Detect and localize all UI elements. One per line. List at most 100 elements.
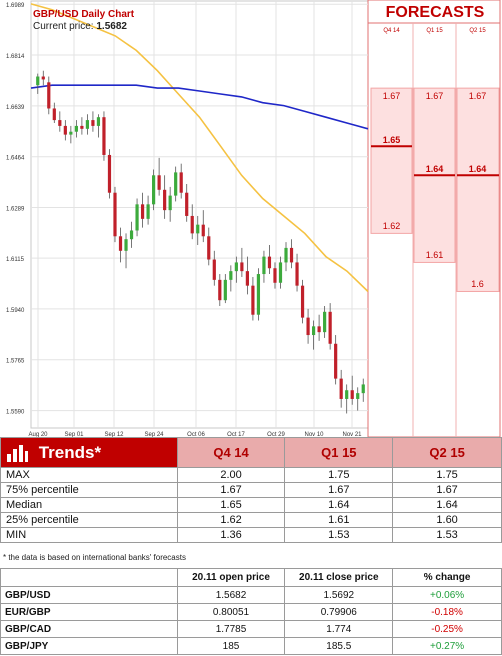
candle-body [80,125,84,129]
x-tick-label: Nov 10 [304,432,324,438]
forecasts-title: FORECASTS [385,4,485,21]
trends-title: Trends* [38,442,102,462]
x-tick-label: Sep 12 [104,432,124,438]
trends-row-min: MIN 1.36 1.53 1.53 [0,527,502,543]
candle-body [273,268,277,283]
trends-cell: 1.67 [284,482,394,498]
trends-cell: 1.61 [284,512,394,528]
candle-body [107,154,112,193]
quote-pair: GBP/JPY [0,637,178,655]
trends-cell: 1.36 [176,527,286,543]
candle-body [102,117,106,155]
quotes-table: 20.11 open price 20.11 close price % cha… [0,568,502,655]
trends-col-q4: Q4 14 [176,437,286,468]
candle-body [163,189,167,211]
candle-body [311,326,316,336]
forecast-p75-label: 1.67 [468,91,487,102]
candle-body [251,285,255,315]
forecast-header-q2: Q2 15 [469,28,486,34]
trends-row-p75: 75% percentile 1.67 1.67 1.67 [0,482,502,498]
candle-body [74,125,78,132]
quotes-col-change: % change [392,568,502,587]
candle-body [91,120,95,126]
trends-cell: 2.00 [176,467,286,483]
candle-body [240,262,244,272]
candle-body [168,195,172,211]
forecast-median-label: 1.65 [382,135,401,146]
forecast-p25-label: 1.6 [471,279,484,290]
candle-body [196,224,200,234]
candle-body [334,343,338,379]
candle-body [350,390,354,399]
quote-row-gbpusd: GBP/USD 1.5682 1.5692 +0.06% [0,586,502,604]
trends-row-label: 75% percentile [0,482,178,498]
candle-body [284,247,288,263]
forecast-p75-label: 1.67 [425,91,444,102]
quote-change: -0.18% [392,603,502,621]
trends-header-row: Trends* Q4 14 Q1 15 Q2 15 [0,437,502,468]
candle-body [157,175,161,190]
y-tick-label: 1.6289 [6,207,25,213]
candle-body [300,285,305,318]
x-tick-label: Oct 29 [267,432,285,438]
candle-body [140,204,145,219]
quotes-col-blank [0,568,178,587]
quote-change: +0.27% [392,637,502,655]
quote-change: +0.06% [392,586,502,604]
candle-body [63,125,67,135]
candle-body [190,215,194,234]
trends-cell: 1.64 [392,497,502,513]
candle-body [185,192,189,216]
trends-row-label: MIN [0,527,178,543]
quote-open: 1.7785 [176,620,286,638]
candle-body [223,279,227,301]
candle-body [47,82,51,109]
forecast-p25-label: 1.61 [425,250,444,261]
candle-body [201,224,205,237]
forecast-median-label: 1.64 [425,164,444,175]
forecast-header-q1: Q1 15 [426,28,443,34]
quote-row-gbpcad: GBP/CAD 1.7785 1.774 -0.25% [0,620,502,638]
quote-open: 0.80051 [176,603,286,621]
trends-cell: 1.53 [284,527,394,543]
candle-body [207,236,211,260]
candle-body [289,247,294,263]
candle-body [267,256,272,269]
quotes-col-open: 20.11 open price [176,568,286,587]
x-tick-label: Aug 20 [28,432,48,438]
candle-body [218,279,222,301]
current-price-line: Current price: 1.5682 [33,21,127,32]
x-tick-label: Sep 01 [64,432,84,438]
current-price-value: 1.5682 [96,21,127,32]
quote-pair: GBP/USD [0,586,178,604]
y-tick-label: 1.5765 [6,359,25,365]
chart-title: GBP/USD Daily Chart [33,9,135,20]
trends-col-q2: Q2 15 [392,437,502,468]
candle-body [85,120,90,129]
trends-cell: 1.75 [392,467,502,483]
candle-body [306,317,310,336]
quotes-col-close: 20.11 close price [284,568,394,587]
x-tick-label: Oct 06 [187,432,205,438]
y-tick-label: 1.5590 [6,410,25,416]
trends-title-cell: Trends* [0,437,178,468]
trends-col-q1: Q1 15 [284,437,394,468]
current-price-label: Current price: [33,21,94,32]
candle-body [345,390,349,399]
plot-background [30,0,369,429]
y-tick-label: 1.6989 [6,3,25,9]
candle-body [278,262,283,283]
candle-body [146,204,150,219]
trends-cell: 1.64 [284,497,394,513]
forecast-median-label: 1.64 [468,164,487,175]
quote-open: 185 [176,637,286,655]
candle-body [113,192,117,237]
trends-cell: 1.62 [176,512,286,528]
forecast-p75-label: 1.67 [382,91,401,102]
y-tick-label: 1.5940 [6,308,25,314]
candle-body [36,76,40,86]
candle-body [96,117,101,126]
candle-body [323,311,327,333]
quote-change: -0.25% [392,620,502,638]
trends-row-label: MAX [0,467,178,483]
